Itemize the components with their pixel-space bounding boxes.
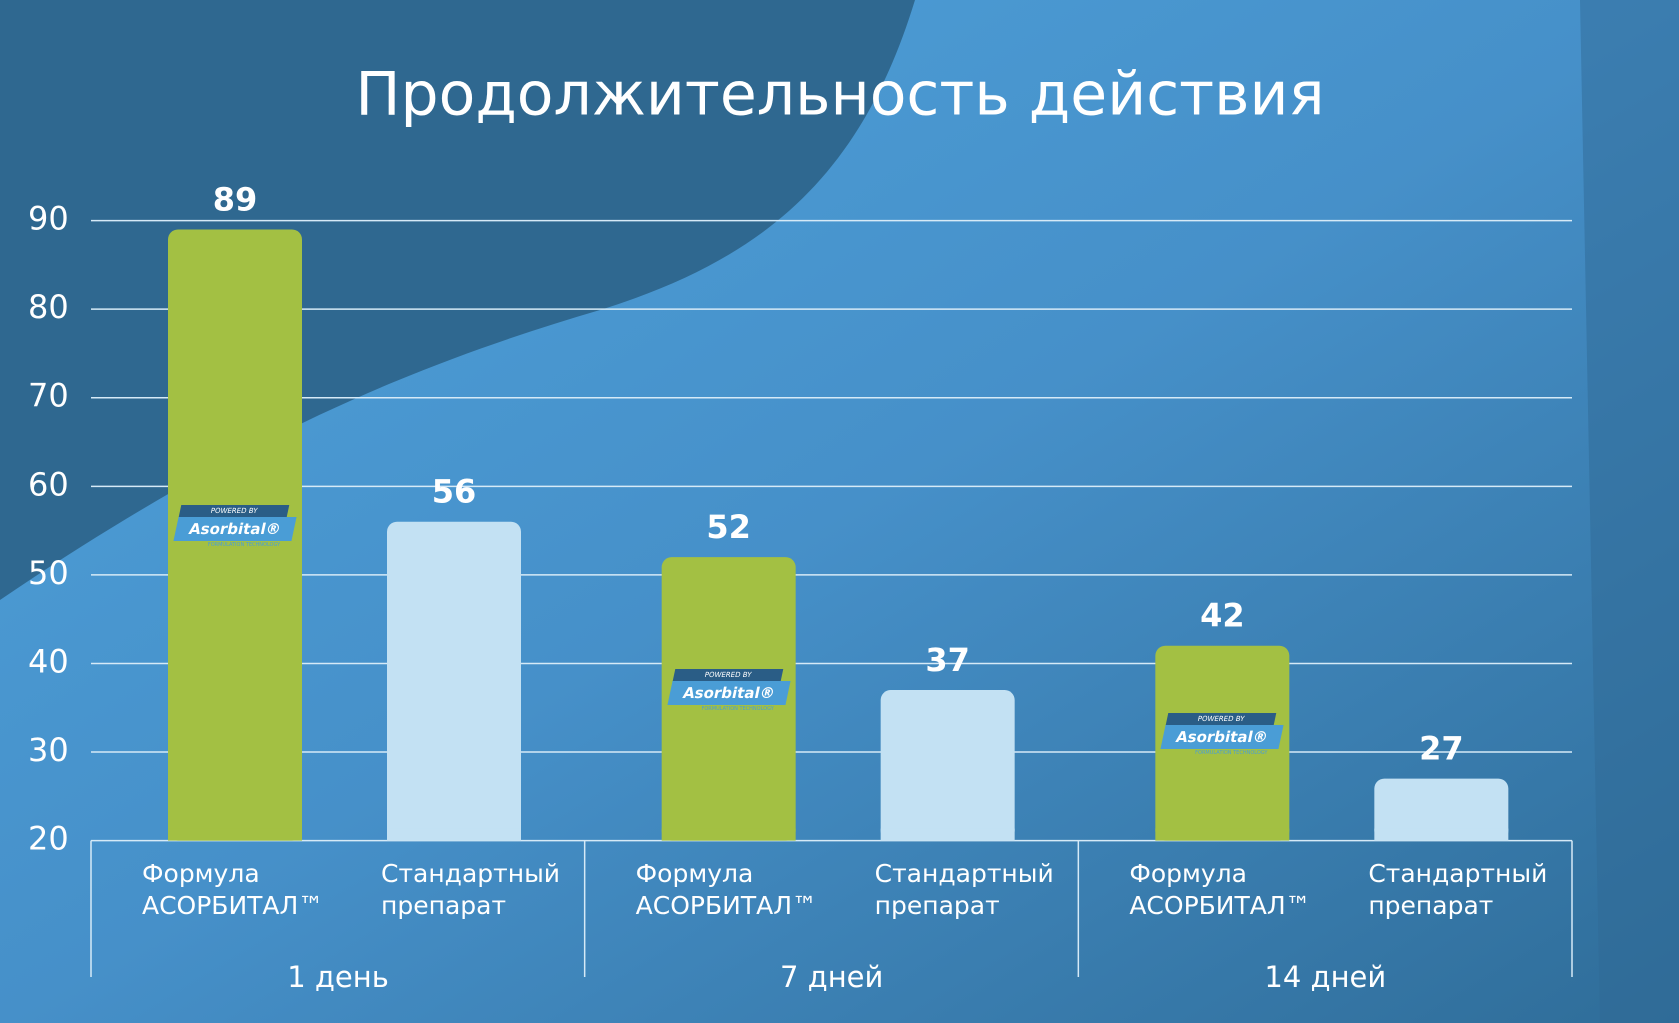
bar-base [661, 828, 796, 841]
badge-name: Asorbital® [173, 517, 297, 542]
badge-top: POWERED BY [178, 505, 290, 518]
badge-bottom: FORMULATION TECHNOLOGY [701, 705, 774, 712]
group-label: 7 дней [779, 960, 884, 994]
badge-top: POWERED BY [1166, 713, 1277, 726]
series-label: Стандартный препарат [874, 859, 1054, 920]
chart-title: Продолжительность действия [355, 60, 1324, 130]
y-tick-label: 50 [28, 554, 69, 592]
series-label: Формула АСОРБИТАЛ™ [635, 859, 817, 920]
bar-base [880, 828, 1015, 841]
series-label: Формула АСОРБИТАЛ™ [1129, 859, 1311, 920]
bar [387, 521, 521, 841]
badge: POWERED BY Asorbital® FORMULATION TECHNOLO… [1159, 713, 1284, 759]
badge-bottom: FORMULATION TECHNOLOGY [207, 542, 281, 549]
background-edge [1580, 0, 1679, 1023]
series-label: Формула АСОРБИТАЛ™ [142, 859, 324, 920]
y-tick-label: 30 [28, 731, 69, 769]
badge: POWERED BY Asorbital® FORMULATION TECHNOLO… [666, 668, 791, 715]
value-label: 56 [432, 473, 477, 511]
bar [1374, 778, 1509, 841]
y-tick-label: 90 [28, 200, 69, 238]
badge: POWERED BY Asorbital® FORMULATION TECHNOLO… [172, 505, 297, 551]
y-tick-label: 80 [28, 288, 69, 326]
group-label: 14 дней [1264, 960, 1387, 994]
badge-name: Asorbital® [667, 680, 791, 705]
group-label: 1 день [287, 960, 389, 994]
value-label: 27 [1419, 730, 1464, 768]
badge-bottom: FORMULATION TECHNOLOGY [1195, 750, 1268, 757]
y-tick-label: 20 [28, 820, 69, 858]
series-label: Стандартный препарат [381, 859, 561, 920]
y-tick-label: 40 [28, 642, 69, 680]
y-tick-label: 70 [28, 377, 69, 415]
value-label: 37 [925, 641, 970, 679]
y-tick-label: 60 [28, 465, 69, 503]
value-label: 52 [706, 508, 751, 546]
series-label: Стандартный препарат [1368, 859, 1548, 920]
badge-name: Asorbital® [1160, 725, 1284, 750]
bar [880, 690, 1015, 841]
bar-base [1155, 828, 1290, 841]
bar-base [168, 828, 302, 841]
bar-base [1374, 828, 1509, 841]
bar-base [387, 828, 521, 841]
badge-top: POWERED BY [672, 668, 783, 681]
value-label: 42 [1200, 597, 1245, 635]
value-label: 89 [213, 180, 258, 218]
